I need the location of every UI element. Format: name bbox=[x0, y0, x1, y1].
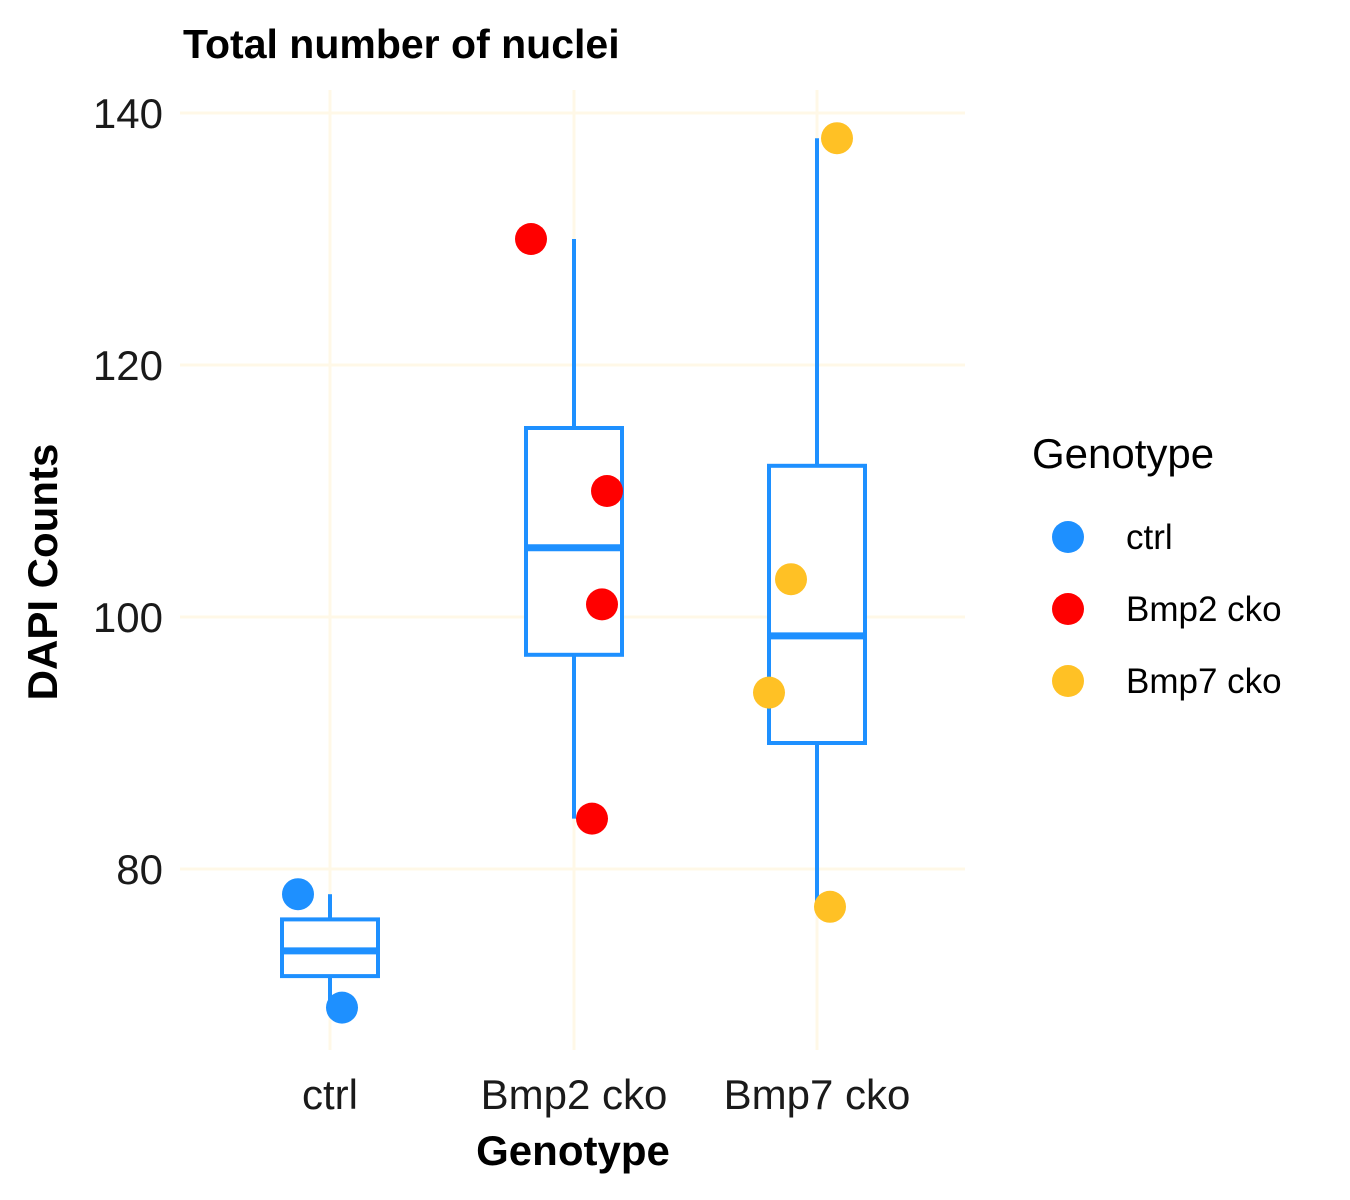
data-point bbox=[775, 563, 807, 596]
x-tick-label: Bmp7 cko bbox=[724, 1071, 911, 1118]
data-point bbox=[753, 676, 785, 709]
data-point bbox=[515, 223, 547, 255]
y-axis-title: DAPI Counts bbox=[19, 444, 66, 701]
data-point bbox=[821, 122, 853, 155]
y-tick-label: 80 bbox=[116, 846, 163, 893]
data-point bbox=[591, 475, 623, 507]
legend-label: Bmp7 cko bbox=[1126, 662, 1282, 701]
x-tick-label: Bmp2 cko bbox=[481, 1071, 668, 1118]
legend-title: Genotype bbox=[1032, 430, 1214, 477]
legend-item: Bmp7 cko bbox=[1052, 662, 1282, 701]
legend: Genotype ctrl Bmp2 cko Bmp7 cko bbox=[1032, 430, 1282, 701]
data-point bbox=[282, 878, 314, 911]
legend-label: Bmp2 cko bbox=[1126, 590, 1282, 629]
legend-label: ctrl bbox=[1126, 518, 1173, 557]
data-point bbox=[326, 991, 358, 1024]
legend-marker bbox=[1052, 665, 1084, 697]
data-point bbox=[576, 802, 608, 835]
x-tick-label: ctrl bbox=[302, 1071, 358, 1118]
boxplots bbox=[280, 138, 867, 1008]
y-tick-label: 140 bbox=[93, 90, 163, 137]
legend-item: ctrl bbox=[1052, 518, 1173, 557]
data-points bbox=[282, 122, 853, 1024]
x-axis-title: Genotype bbox=[476, 1127, 670, 1174]
legend-marker bbox=[1052, 521, 1084, 553]
legend-item: Bmp2 cko bbox=[1052, 590, 1282, 629]
y-tick-label: 100 bbox=[93, 594, 163, 641]
axes: 80 100 120 140 ctrl Bmp2 cko Bmp7 cko bbox=[93, 90, 910, 1118]
box-iqr bbox=[767, 463, 867, 745]
y-tick-label: 120 bbox=[93, 342, 163, 389]
data-point bbox=[586, 588, 618, 621]
data-point bbox=[814, 890, 846, 923]
chart-title: Total number of nuclei bbox=[183, 21, 620, 67]
boxplot-ctrl bbox=[280, 894, 380, 1008]
boxplot-bmp7-cko bbox=[767, 138, 867, 907]
boxplot-bmp2-cko bbox=[524, 239, 624, 819]
box-iqr bbox=[524, 426, 624, 657]
legend-marker bbox=[1052, 593, 1084, 625]
